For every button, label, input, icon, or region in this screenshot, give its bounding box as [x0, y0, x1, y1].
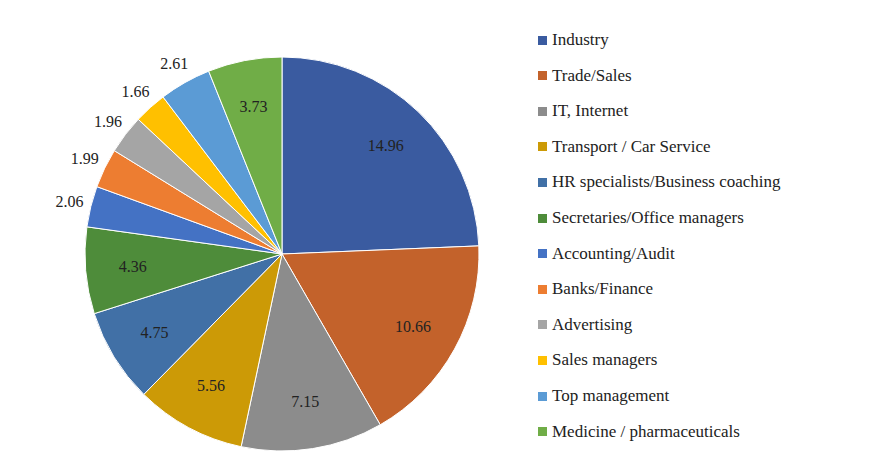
svg-text:2.06: 2.06 — [55, 193, 83, 210]
svg-text:1.99: 1.99 — [71, 150, 99, 167]
html-text:Sales managers: Sales managers — [552, 350, 658, 370]
html-text:Trade/Sales: Trade/Sales — [552, 65, 632, 85]
svg-text:5.56: 5.56 — [197, 377, 225, 394]
svg-text:14.96: 14.96 — [368, 137, 404, 154]
html-text:Top management: Top management — [552, 386, 670, 405]
html-text:Industry: Industry — [552, 30, 609, 49]
svg-text:7.15: 7.15 — [291, 393, 319, 410]
svg-text:4.36: 4.36 — [119, 258, 147, 275]
html-text:Medicine / pharmaceuticals: Medicine / pharmaceuticals — [552, 421, 740, 441]
svg-text:10.66: 10.66 — [395, 318, 431, 335]
html-text:Transport / Car Service: Transport / Car Service — [552, 136, 711, 156]
html-text:IT, Internet: IT, Internet — [552, 101, 629, 121]
svg-text:3.73: 3.73 — [240, 98, 268, 115]
html-text:Banks/Finance: Banks/Finance — [552, 279, 653, 299]
svg-text:1.66: 1.66 — [121, 83, 149, 100]
html-text:Secretaries/Office managers: Secretaries/Office managers — [552, 208, 744, 227]
svg-text:2.61: 2.61 — [160, 55, 188, 72]
svg-text:1.96: 1.96 — [94, 113, 122, 130]
html-text:Accounting/Audit: Accounting/Audit — [552, 243, 675, 263]
svg-text:4.75: 4.75 — [140, 324, 168, 341]
html-text:HR specialists/Business coachi: HR specialists/Business coaching — [552, 172, 781, 192]
html-text:Advertising: Advertising — [552, 314, 633, 334]
